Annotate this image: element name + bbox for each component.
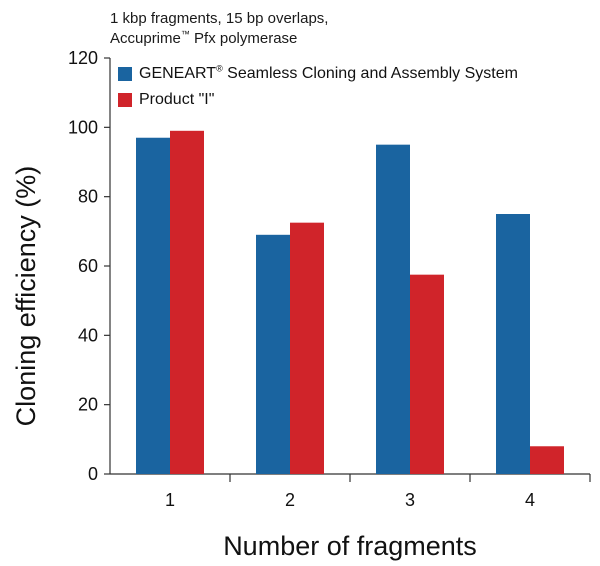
- x-tick-label-2: 2: [285, 490, 295, 510]
- y-tick-label-60: 60: [78, 256, 98, 276]
- subtitle-polymerase-suffix: Pfx polymerase: [189, 30, 298, 47]
- bar-product-i-3: [410, 274, 444, 474]
- x-tick-label-1: 1: [165, 490, 175, 510]
- x-tick-label-4: 4: [525, 490, 535, 510]
- legend-swatch-geneart: [118, 67, 132, 81]
- y-tick-label-20: 20: [78, 395, 98, 415]
- legend-item-product-i: Product "I": [118, 90, 214, 110]
- bar-geneart-2: [256, 234, 290, 474]
- bar-geneart-4: [496, 214, 530, 474]
- legend-item-geneart: GENEART® Seamless Cloning and Assembly S…: [118, 64, 518, 84]
- legend-swatch-product-i: [118, 93, 132, 107]
- y-tick-label-40: 40: [78, 325, 98, 345]
- chart-subtitle-line-1: 1 kbp fragments, 15 bp overlaps,: [110, 10, 329, 27]
- y-axis-title: Cloning efficiency (%): [11, 166, 41, 427]
- y-tick-label-120: 120: [68, 48, 98, 68]
- x-axis-title: Number of fragments: [223, 531, 477, 561]
- x-tick-label-3: 3: [405, 490, 415, 510]
- legend-label-product-i: Product "I": [139, 91, 215, 108]
- legend-label-geneart: GENEART® Seamless Cloning and Assembly S…: [139, 63, 518, 82]
- bar-geneart-1: [136, 137, 170, 474]
- bar-product-i-2: [290, 222, 324, 474]
- bar-product-i-4: [530, 446, 564, 474]
- y-tick-label-100: 100: [68, 117, 98, 137]
- chart-subtitle-line-2: Accuprime™ Pfx polymerase: [110, 29, 298, 48]
- bar-geneart-3: [376, 144, 410, 474]
- y-tick-label-80: 80: [78, 187, 98, 207]
- chart-axes: 0 20 40 60 80 100 120 1 2 3 4: [68, 48, 591, 510]
- trademark-mark: ™: [180, 29, 190, 39]
- y-tick-label-0: 0: [88, 464, 98, 484]
- bar-product-i-1: [170, 130, 204, 475]
- chart-bars: [136, 130, 564, 475]
- subtitle-polymerase-name: Accuprime: [110, 30, 181, 47]
